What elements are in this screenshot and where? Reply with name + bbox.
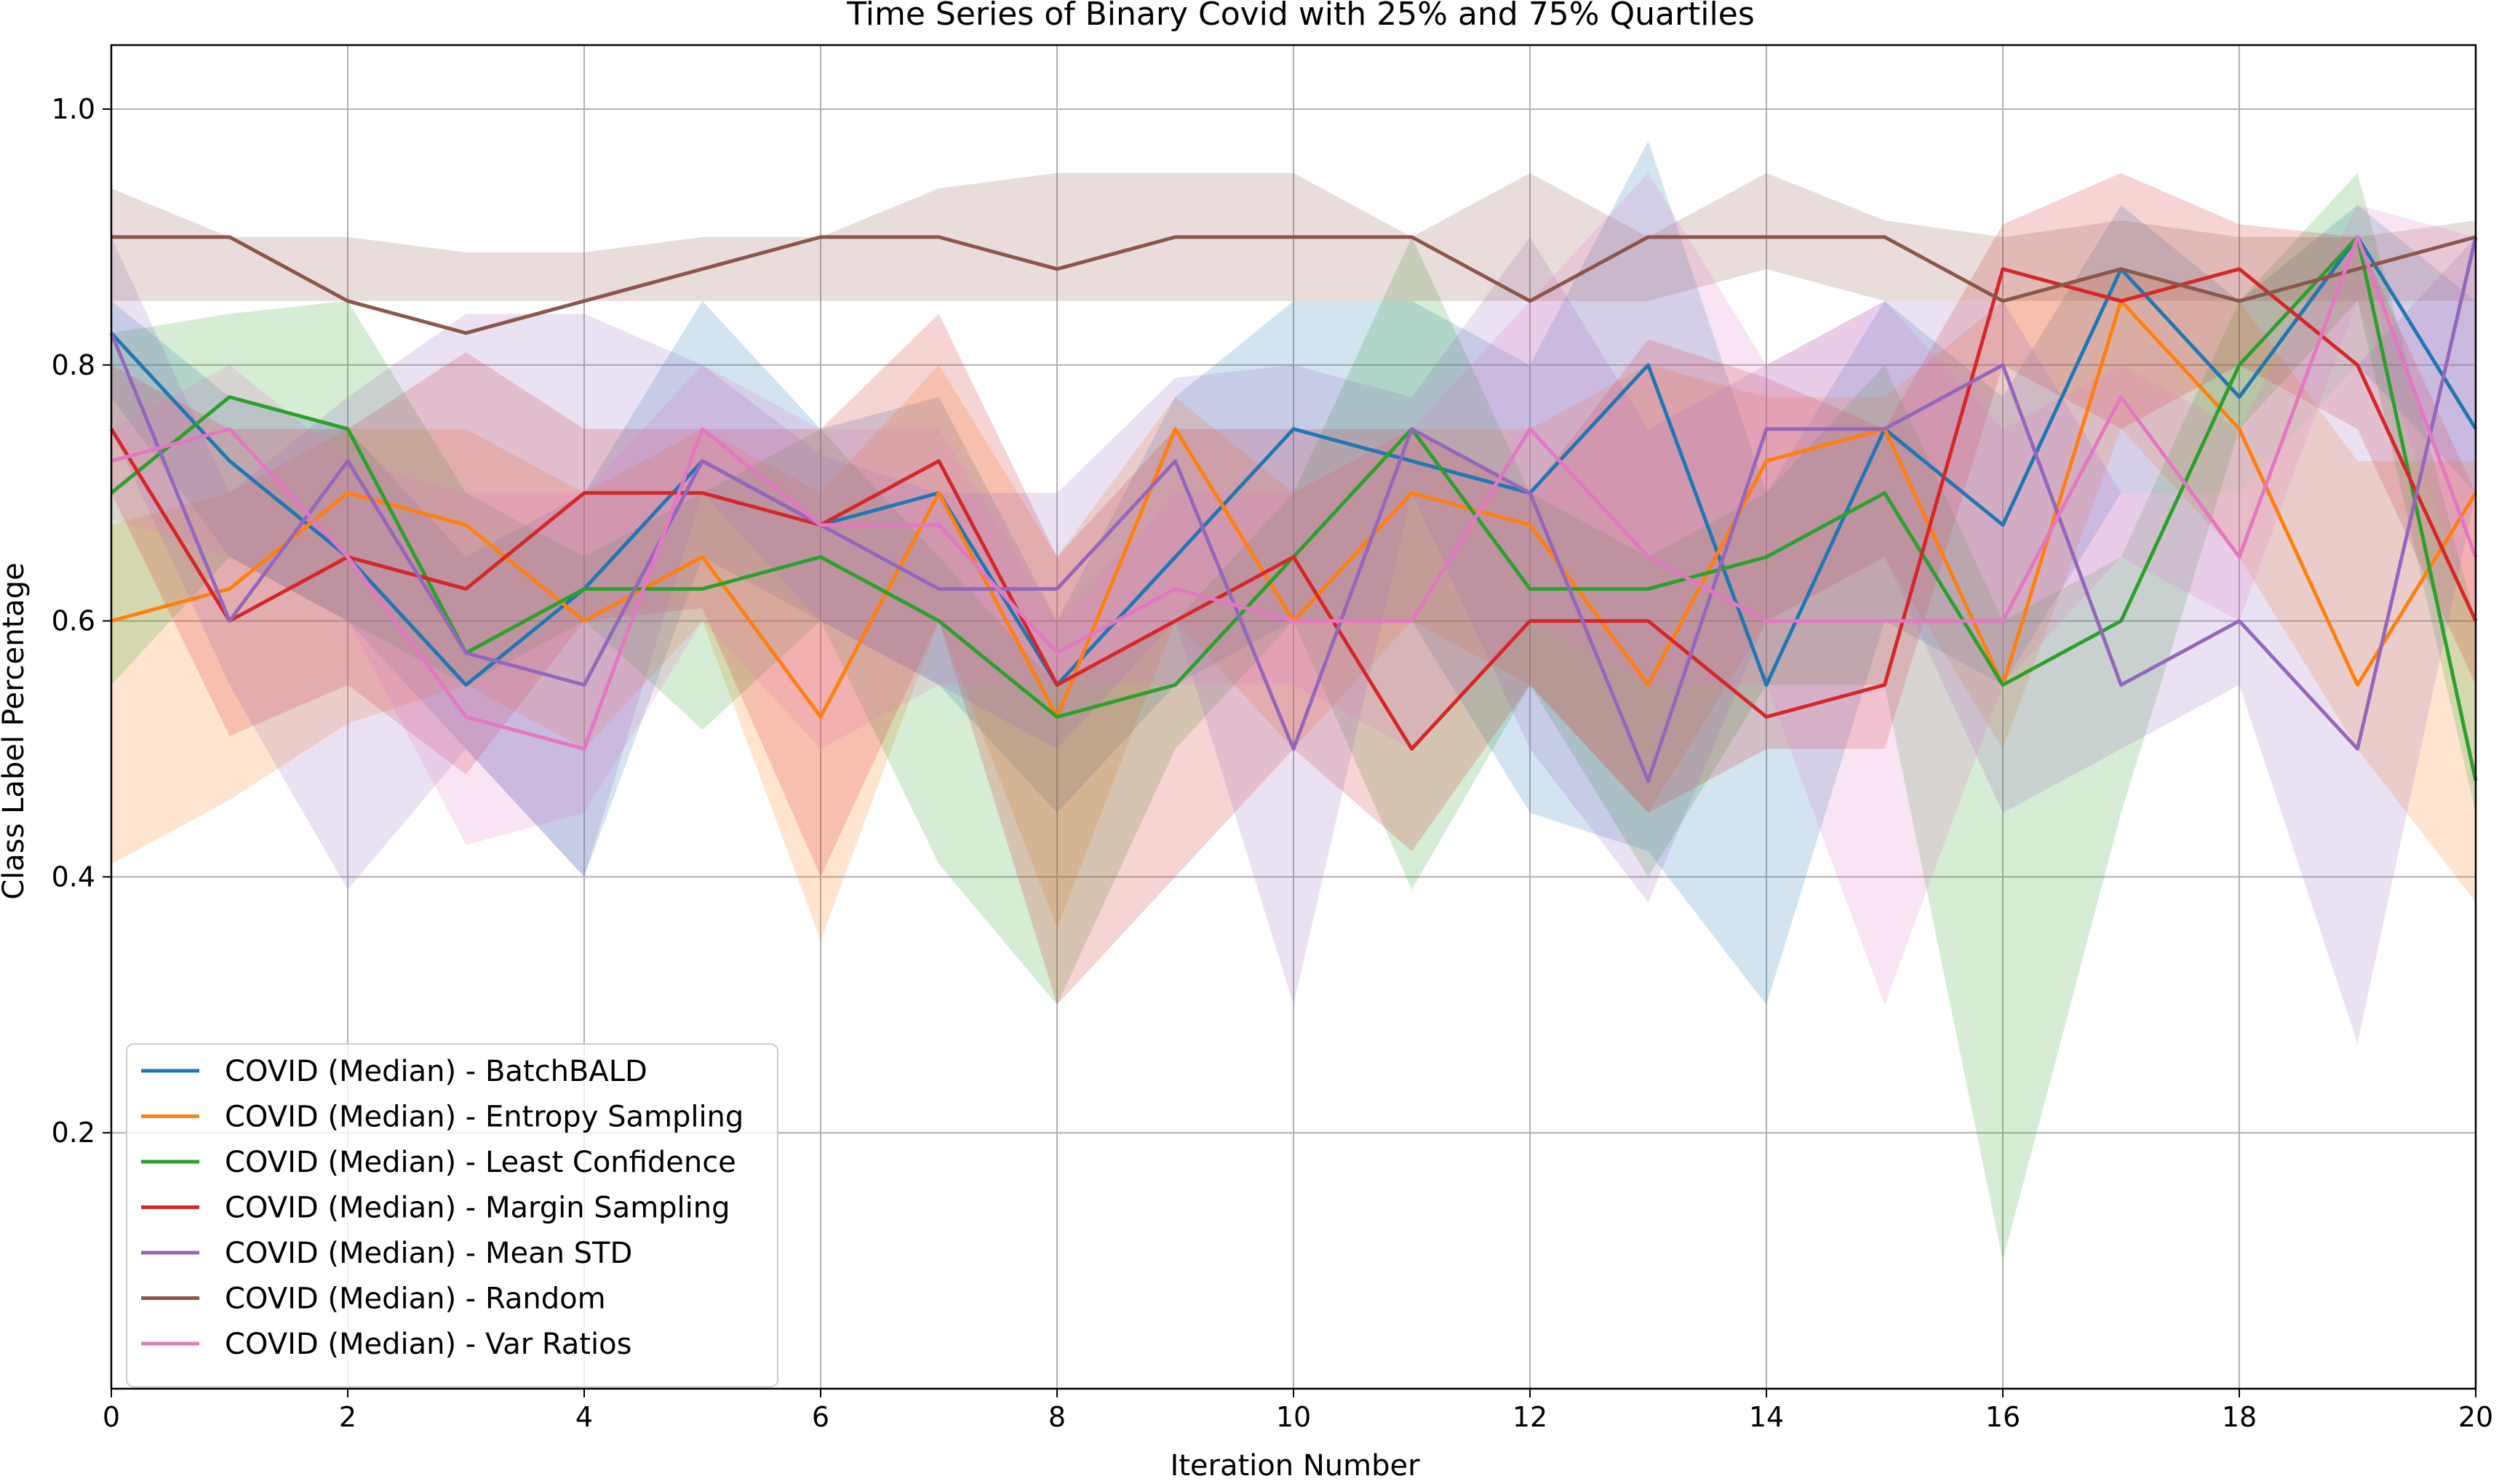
y-tick-label: 0.2 [52, 1117, 95, 1149]
x-tick-label: 10 [1276, 1401, 1311, 1433]
chart-title: Time Series of Binary Covid with 25% and… [846, 0, 1755, 33]
x-tick-label: 6 [812, 1401, 829, 1433]
x-tick-label: 12 [1512, 1401, 1547, 1433]
quartile-bands [111, 140, 2476, 1261]
median-line-covid-median-batchbald [110, 235, 2478, 687]
median-line-covid-median-var-ratios [111, 235, 2478, 751]
x-tick-label: 8 [1048, 1401, 1066, 1433]
legend-label: COVID (Median) - BatchBALD [225, 1055, 647, 1088]
legend-label: COVID (Median) - Random [225, 1282, 606, 1316]
y-tick-label: 1.0 [52, 93, 95, 125]
x-tick-label: 20 [2458, 1401, 2493, 1433]
y-tick-label: 0.8 [52, 349, 95, 381]
legend-label: COVID (Median) - Var Ratios [225, 1328, 631, 1361]
y-tick-label: 0.6 [52, 605, 95, 637]
x-tick-label: 2 [339, 1401, 356, 1433]
median-lines [109, 235, 2478, 783]
x-tick-label: 4 [575, 1401, 593, 1433]
x-tick-label: 18 [2222, 1401, 2257, 1433]
quartile-band-covid-median-mean-std [111, 236, 2476, 1044]
x-tick-label: 16 [1985, 1401, 2020, 1433]
median-line-covid-median-mean-std [109, 236, 2478, 783]
quartile-band-covid-median-var-ratios [111, 172, 2476, 1005]
quartile-band-covid-median-least-confidence [111, 172, 2476, 1261]
legend-label: COVID (Median) - Margin Sampling [225, 1192, 730, 1225]
legend-label: COVID (Median) - Entropy Sampling [225, 1101, 744, 1134]
median-line-covid-median-margin-sampling [109, 267, 2478, 751]
quartile-band-covid-median-margin-sampling [111, 172, 2476, 1005]
median-line-covid-median-random [111, 235, 2476, 335]
legend-label: COVID (Median) - Mean STD [225, 1237, 632, 1270]
y-tick-label: 0.4 [52, 861, 95, 893]
y-axis-label: Class Label Percentage [0, 562, 31, 900]
legend: COVID (Median) - BatchBALD COVID (Median)… [126, 1043, 778, 1388]
quartile-band-covid-median-batchbald [111, 140, 2476, 1005]
legend-box [126, 1043, 778, 1388]
x-tick-label: 0 [103, 1401, 120, 1433]
legend-label: COVID (Median) - Least Confidence [225, 1146, 736, 1179]
x-tick-label: 14 [1749, 1401, 1784, 1433]
x-axis-label: Iteration Number [1170, 1449, 1420, 1483]
y-axis-ticks: 0.2 0.4 0.6 0.8 1.0 [52, 93, 111, 1149]
quartile-band-covid-median-entropy-sampling [111, 268, 2476, 941]
x-axis-ticks: 0 2 4 6 8 10 12 14 16 18 20 [103, 1389, 2493, 1433]
